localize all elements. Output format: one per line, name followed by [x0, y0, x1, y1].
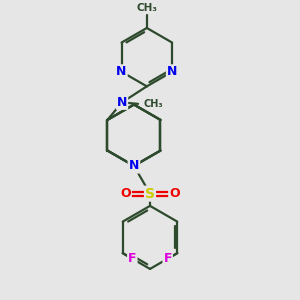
- Text: N: N: [129, 159, 139, 172]
- Text: CH₃: CH₃: [143, 99, 163, 109]
- Text: N: N: [116, 65, 127, 78]
- Text: N: N: [167, 65, 177, 78]
- Text: O: O: [120, 187, 131, 200]
- Text: N: N: [117, 96, 127, 109]
- Text: CH₃: CH₃: [136, 3, 157, 14]
- Text: N: N: [129, 159, 139, 172]
- Text: O: O: [169, 187, 180, 200]
- Text: F: F: [164, 252, 172, 265]
- Text: F: F: [128, 252, 136, 265]
- Text: S: S: [145, 187, 155, 201]
